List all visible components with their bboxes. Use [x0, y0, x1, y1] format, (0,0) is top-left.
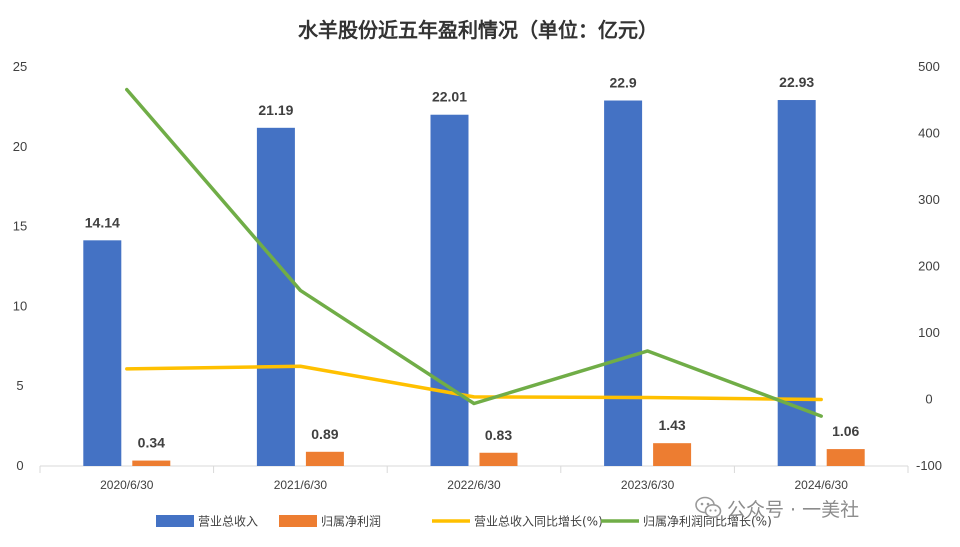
y-right-tick-label: 100 [918, 325, 940, 340]
bar-revenue [777, 100, 816, 466]
y-right-tick-label: -100 [916, 458, 942, 473]
bar-revenue [604, 100, 643, 467]
y-left-tick-label: 0 [16, 458, 23, 473]
y-left-tick-label: 5 [16, 378, 23, 393]
x-axis-labels: 2020/6/30 2021/6/30 2022/6/30 2023/6/30 2024… [39, 466, 909, 492]
bar-data-label: 0.83 [485, 427, 512, 443]
legend-swatch [156, 515, 194, 527]
lines [125, 87, 823, 418]
legend: 营业总收入 归属净利润 营业总收入同比增长(%) 归属净利润同比增长(%) [156, 515, 772, 529]
bar-net-profit [132, 460, 171, 466]
y-left-tick-label: 15 [13, 219, 27, 234]
bar-revenue [430, 114, 469, 466]
wechat-icon [695, 496, 722, 518]
legend-swatch [279, 515, 317, 527]
chart-title: 水羊股份近五年盈利情况（单位：亿元） [298, 18, 658, 42]
bar-net-profit [826, 449, 865, 466]
x-tick-label: 2022/6/30 [447, 478, 501, 492]
bar-data-label: 21.19 [258, 102, 293, 118]
bar-data-label: 0.89 [311, 426, 338, 442]
bar-net-profit [653, 443, 692, 466]
bar-net-profit [305, 451, 344, 466]
y-left-tick-label: 20 [13, 139, 27, 154]
bar-data-label: 22.93 [779, 74, 814, 90]
x-tick-label: 2023/6/30 [621, 478, 675, 492]
x-tick-label: 2021/6/30 [274, 478, 328, 492]
y-right-tick-label: 500 [918, 59, 940, 74]
y-right-tick-label: 200 [918, 259, 940, 274]
data-labels: 14.14 21.19 22.01 22.9 22.93 0.34 0.89 0.83 1.43… [85, 74, 860, 451]
legend-label: 归属净利润 [321, 515, 381, 529]
bars [83, 100, 865, 467]
legend-label: 营业总收入同比增长(%) [474, 515, 603, 529]
legend-label: 归属净利润同比增长(%) [643, 515, 772, 529]
x-tick-label: 2024/6/30 [795, 478, 849, 492]
y-right-tick-label: 300 [918, 192, 940, 207]
bar-data-label: 22.9 [609, 75, 636, 91]
bar-revenue [83, 240, 122, 466]
line-net-profit-growth [125, 87, 823, 418]
x-tick-label: 2020/6/30 [100, 478, 154, 492]
y-left-tick-label: 10 [13, 298, 27, 313]
watermark: 公众号 · 一美社 [695, 496, 859, 521]
bar-data-label: 14.14 [85, 214, 120, 230]
line-revenue-growth [125, 364, 823, 402]
y-right-tick-label: 0 [925, 392, 932, 407]
bar-revenue [256, 127, 295, 466]
bar-data-label: 1.43 [658, 417, 685, 433]
watermark-text: 公众号 · 一美社 [727, 499, 859, 521]
bar-data-label: 1.06 [832, 423, 859, 439]
bar-data-label: 22.01 [432, 89, 467, 105]
legend-label: 营业总收入 [198, 515, 258, 529]
left-axis: 0 5 10 15 20 25 [13, 59, 27, 473]
y-left-tick-label: 25 [13, 59, 27, 74]
bar-net-profit [479, 452, 518, 466]
y-right-tick-label: 400 [918, 126, 940, 141]
right-axis: -100 0 100 200 300 400 500 [916, 59, 942, 473]
bar-data-label: 0.34 [138, 435, 165, 451]
